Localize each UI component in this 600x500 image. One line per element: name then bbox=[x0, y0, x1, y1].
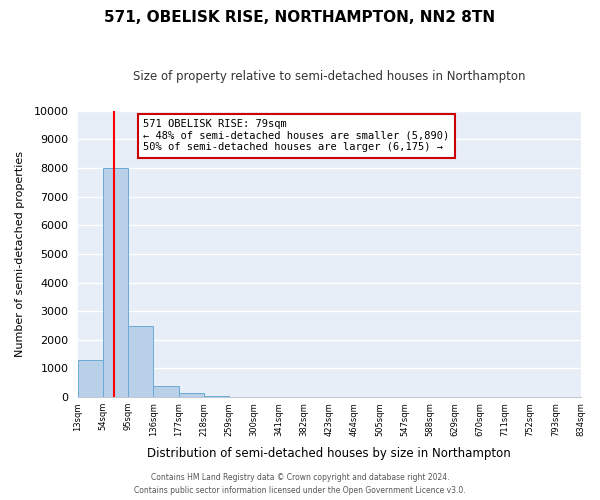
Bar bbox=[128, 326, 154, 397]
Y-axis label: Number of semi-detached properties: Number of semi-detached properties bbox=[15, 151, 25, 357]
Title: Size of property relative to semi-detached houses in Northampton: Size of property relative to semi-detach… bbox=[133, 70, 526, 83]
Bar bbox=[203, 396, 229, 397]
Bar bbox=[78, 360, 103, 397]
Bar bbox=[103, 168, 128, 397]
Text: 571, OBELISK RISE, NORTHAMPTON, NN2 8TN: 571, OBELISK RISE, NORTHAMPTON, NN2 8TN bbox=[104, 10, 496, 25]
X-axis label: Distribution of semi-detached houses by size in Northampton: Distribution of semi-detached houses by … bbox=[148, 447, 511, 460]
Text: 571 OBELISK RISE: 79sqm
← 48% of semi-detached houses are smaller (5,890)
50% of: 571 OBELISK RISE: 79sqm ← 48% of semi-de… bbox=[143, 119, 449, 152]
Text: Contains HM Land Registry data © Crown copyright and database right 2024.
Contai: Contains HM Land Registry data © Crown c… bbox=[134, 474, 466, 495]
Bar bbox=[179, 393, 203, 397]
Bar bbox=[154, 386, 179, 397]
